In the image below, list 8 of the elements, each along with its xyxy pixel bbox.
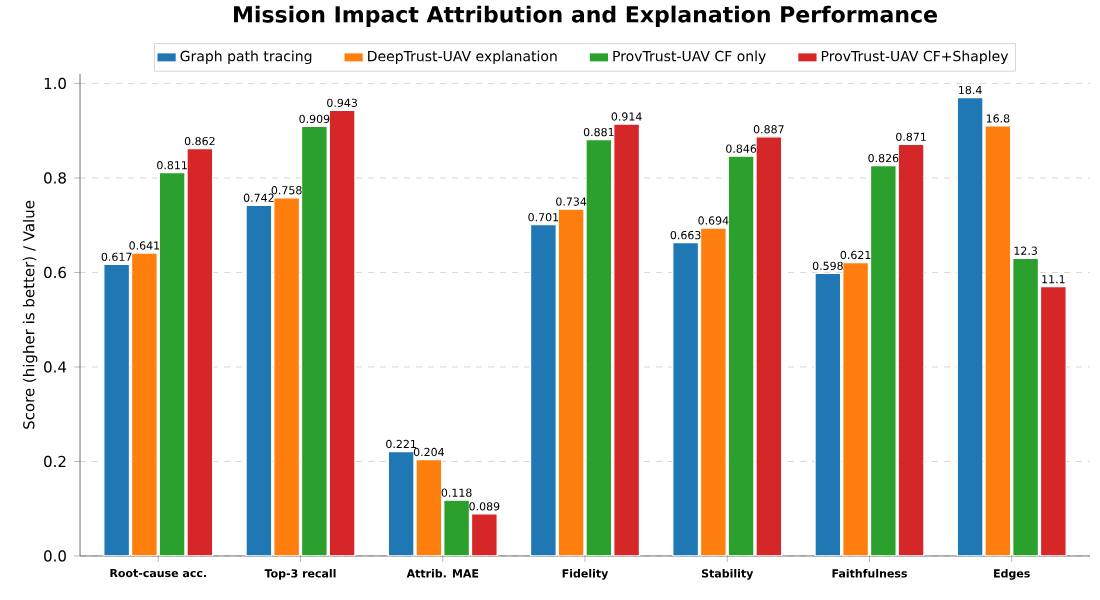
bar xyxy=(1039,286,1067,556)
bar xyxy=(613,123,640,556)
bar xyxy=(470,513,498,556)
bar xyxy=(328,109,356,556)
bar xyxy=(755,136,783,556)
bar xyxy=(186,148,214,556)
chart-title: Mission Impact Attribution and Explanation Performance xyxy=(234,5,937,27)
bar xyxy=(897,143,925,556)
